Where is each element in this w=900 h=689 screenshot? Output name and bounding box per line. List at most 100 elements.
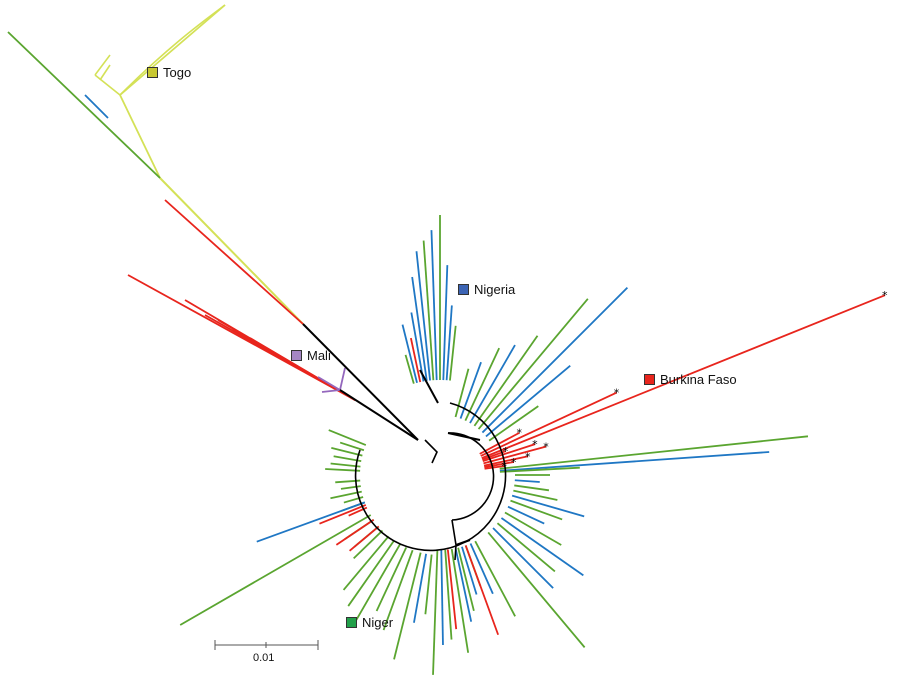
togo-short-3 xyxy=(99,64,111,81)
tree-branches xyxy=(7,4,886,675)
legend-label-niger: Niger xyxy=(362,615,394,630)
bottom-branch-0 xyxy=(432,549,439,675)
upper-right-branch-2 xyxy=(473,335,539,427)
left-branch-24 xyxy=(413,553,427,623)
burkina-faso-swatch xyxy=(644,374,655,385)
upper-right-branch-4 xyxy=(464,347,500,422)
bf-branch-2 xyxy=(483,445,547,465)
right-branch-2 xyxy=(496,522,556,573)
left-branch-8 xyxy=(330,490,362,500)
mali-branch-2 xyxy=(339,367,346,391)
bf-branch-4 xyxy=(482,443,536,462)
left-branch-14 xyxy=(319,504,367,525)
togo-long xyxy=(119,4,226,96)
legend-togo: Togo xyxy=(147,65,191,80)
niger-swatch xyxy=(346,617,357,628)
bf-branch-5 xyxy=(484,461,515,469)
right-branch-6 xyxy=(510,499,563,521)
marker-star-8: * xyxy=(501,460,507,473)
togo-short-1 xyxy=(94,74,121,96)
togo-stem xyxy=(159,177,304,325)
backbone-center xyxy=(424,439,438,464)
bottom-branch-5 xyxy=(454,548,473,622)
marker-star-5: * xyxy=(511,456,517,469)
right-branch-7 xyxy=(511,494,585,518)
backbone-ring-right xyxy=(447,432,495,521)
togo-swatch xyxy=(147,67,158,78)
marker-star-0: * xyxy=(882,289,888,302)
bf-branch-7 xyxy=(479,431,520,455)
right-branch-13 xyxy=(499,435,809,470)
left-branch-4 xyxy=(339,441,365,452)
legend-label-mali: Mali xyxy=(307,348,331,363)
upper-right-branch-6 xyxy=(488,405,539,442)
left-branch-25 xyxy=(424,554,433,615)
bottom-branch-3 xyxy=(446,549,458,630)
upper-right-branch-1 xyxy=(477,298,589,430)
nigeria-branch-11 xyxy=(404,354,415,384)
bottom-branch-1 xyxy=(440,549,444,645)
bf-branch-8 xyxy=(484,465,505,470)
marker-star-3: * xyxy=(525,450,531,463)
bottom-branch-4 xyxy=(450,548,470,653)
bf-branch-1 xyxy=(480,391,618,457)
marker-star-6: * xyxy=(503,445,509,458)
scale-bar-label: 0.01 xyxy=(253,652,275,664)
right-branch-8 xyxy=(513,489,558,501)
right-branch-5 xyxy=(507,505,545,525)
upper-right-branch-7 xyxy=(459,361,482,419)
nigeria-branch-0 xyxy=(430,230,438,381)
bottom-branch-10 xyxy=(474,540,516,617)
left-branch-7 xyxy=(340,485,361,490)
marker-star-7: * xyxy=(516,427,522,440)
right-branch-10 xyxy=(514,479,540,483)
lower-left-bf-1 xyxy=(335,518,375,546)
backbone-togo-stem xyxy=(302,323,419,441)
left-branch-12 xyxy=(179,514,372,626)
right-branch-1 xyxy=(492,527,554,589)
nigeria-branch-3 xyxy=(415,251,431,381)
marker-star-4: * xyxy=(532,438,538,451)
legend-burkina-faso: Burkina Faso xyxy=(644,372,737,387)
left-branch-18 xyxy=(342,535,390,591)
right-branch-3 xyxy=(500,517,584,577)
bottom-branch-7 xyxy=(461,546,478,595)
backbone-right-stem xyxy=(447,432,481,441)
mali-branch-1 xyxy=(317,376,341,391)
mali-branch-3 xyxy=(321,389,341,393)
backbone-mali-stem xyxy=(339,389,419,441)
tree-backbone xyxy=(302,323,507,561)
left-branch-20 xyxy=(351,543,401,628)
marker-star-2: * xyxy=(543,441,549,454)
togo-arc xyxy=(119,4,226,96)
left-branch-23 xyxy=(393,552,422,660)
left-branch-21 xyxy=(375,547,408,612)
marker-star-1: * xyxy=(614,387,620,400)
bottom-bf-1 xyxy=(464,545,499,636)
nigeria-branch-5 xyxy=(411,276,428,382)
backbone-ring-large xyxy=(354,402,507,552)
right-branch-14 xyxy=(499,466,580,473)
left-branch-0 xyxy=(325,468,361,472)
scale-bar xyxy=(214,640,319,650)
nigeria-branch-10 xyxy=(401,324,418,384)
nigeria-branch-6 xyxy=(445,305,453,381)
upper-right-branch-0 xyxy=(481,286,629,434)
togo-bf-long xyxy=(164,199,304,325)
left-branch-22 xyxy=(382,549,414,631)
marker-stars: ********* xyxy=(501,289,888,473)
bottom-branch-6 xyxy=(457,547,475,612)
upper-right-branch-3 xyxy=(469,344,516,424)
right-branch-9 xyxy=(514,484,550,492)
lower-left-bf-2 xyxy=(349,525,380,552)
togo-branch-1 xyxy=(119,94,161,179)
bottom-branch-9 xyxy=(469,543,494,595)
togo-short-2 xyxy=(94,54,111,76)
bf-branch-0 xyxy=(481,294,886,459)
left-branch-3 xyxy=(331,447,363,457)
upper-right-branch-8 xyxy=(454,368,470,418)
nigeria-branch-4 xyxy=(442,265,449,381)
nigeria-swatch xyxy=(458,284,469,295)
legend-label-togo: Togo xyxy=(163,65,192,80)
